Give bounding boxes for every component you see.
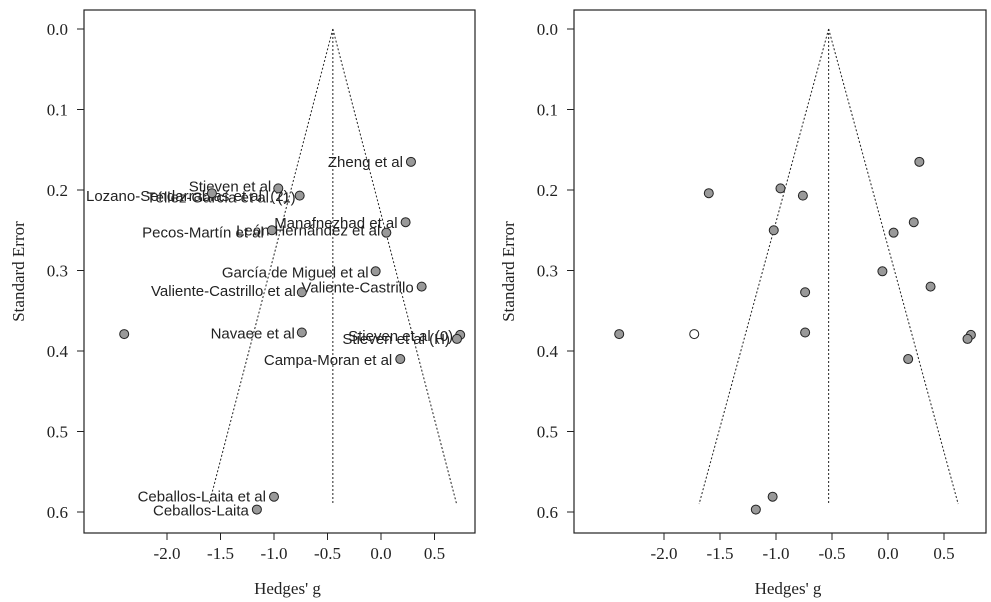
y-tick-label: 0.4 (537, 342, 559, 361)
x-tick-label: 0.5 (933, 544, 954, 563)
y-tick-label: 0.3 (47, 262, 68, 281)
study-label: Stieven et al (0) (348, 328, 453, 345)
study-point (768, 225, 779, 236)
study-point (908, 217, 919, 228)
x-tick-label: -2.0 (154, 544, 181, 563)
plot-frame (573, 9, 987, 534)
study-point (294, 190, 305, 201)
study-point (925, 281, 936, 292)
study-label: Téllez-García et al. (1) (146, 190, 295, 207)
x-tick-label: -0.5 (819, 544, 846, 563)
study-point (381, 227, 392, 238)
study-label: Valiente-Castrillo et al (151, 283, 296, 300)
y-tick-label: 0.0 (47, 20, 68, 39)
study-point (451, 333, 462, 344)
y-tick-label: 0.6 (537, 503, 558, 522)
study-point (405, 156, 416, 167)
study-point (800, 327, 811, 338)
study-label: Campa-Moran et al (264, 352, 392, 369)
study-point (266, 225, 277, 236)
y-tick-label: 0.2 (537, 181, 558, 200)
x-tick-label: -1.0 (763, 544, 790, 563)
y-tick-label: 0.2 (47, 181, 68, 200)
funnel-plot-left: -2.0 -1.5 -1.0 -0.5 0.0 0.5 0.0 0.1 0.2 0.3 0.4 0.5… (9, 9, 476, 598)
study-point (750, 504, 761, 515)
study-label: Zheng et al (328, 154, 403, 171)
study-label: León-Hernández et al (236, 223, 380, 240)
y-tick-label: 0.0 (537, 20, 558, 39)
x-tick-label: -0.5 (314, 544, 341, 563)
y-axis-title: Standard Error (9, 221, 28, 322)
study-point (797, 190, 808, 201)
study-label: Stieven et al (H) (342, 331, 450, 348)
study-point (775, 183, 786, 194)
study-point (206, 188, 217, 199)
study-point (416, 281, 427, 292)
study-label: Ceballos-Laita (153, 503, 250, 520)
y-tick-label: 0.5 (47, 423, 68, 442)
funnel-right-boundary (332, 28, 458, 505)
study-label: Pecos-Martín et al (142, 224, 264, 241)
y-tick-label: 0.1 (47, 101, 68, 120)
funnel-plot-right: -2.0 -1.5 -1.0 -0.5 0.0 0.5 0.0 0.1 0.2 0.3 0.4 0.5… (499, 9, 987, 598)
study-point (119, 329, 130, 340)
study-label: García de Miguel et al (222, 264, 369, 281)
x-tick-label: 0.5 (424, 544, 445, 563)
study-point (251, 504, 262, 515)
y-tick-label: 0.3 (537, 262, 558, 281)
y-tick-label: 0.1 (537, 101, 558, 120)
study-point (370, 266, 381, 277)
study-point (400, 217, 411, 228)
x-tick-label: -1.5 (707, 544, 734, 563)
y-tick-label: 0.5 (537, 423, 558, 442)
study-point (296, 327, 307, 338)
x-tick-label: 0.0 (370, 544, 391, 563)
study-point (962, 333, 973, 344)
x-tick-label: 0.0 (877, 544, 898, 563)
study-label: Navaee et al (211, 325, 295, 342)
study-point (767, 491, 778, 502)
study-point (877, 266, 888, 277)
study-point (296, 287, 307, 298)
x-tick-label: -1.0 (261, 544, 288, 563)
x-axis-title: Hedges' g (254, 579, 321, 598)
study-point (614, 329, 625, 340)
study-label: Ceballos-Laita et al (138, 489, 266, 506)
study-label: Manafnezhad et al (274, 215, 397, 232)
study-label: Valiente-Castrillo (301, 280, 413, 297)
study-point (269, 491, 279, 502)
plot-frame (83, 9, 476, 534)
y-tick-label: 0.6 (47, 503, 68, 522)
study-point (903, 354, 914, 365)
x-axis-title: Hedges' g (755, 579, 822, 598)
x-tick-label: -2.0 (651, 544, 678, 563)
study-point (888, 227, 899, 238)
study-point (395, 354, 406, 365)
study-point (914, 156, 925, 167)
funnel-left-boundary (698, 28, 830, 505)
funnel-right-boundary (828, 28, 959, 505)
imputed-study-point (689, 329, 700, 340)
funnel-left-boundary (208, 28, 334, 505)
y-tick-label: 0.4 (47, 342, 69, 361)
study-point (273, 183, 284, 194)
study-point (800, 287, 811, 298)
x-tick-label: -1.5 (207, 544, 234, 563)
study-point (703, 188, 714, 199)
y-axis-title: Standard Error (499, 221, 518, 322)
study-label: Lozano-Sendarrabias et al. (2) (86, 188, 289, 205)
